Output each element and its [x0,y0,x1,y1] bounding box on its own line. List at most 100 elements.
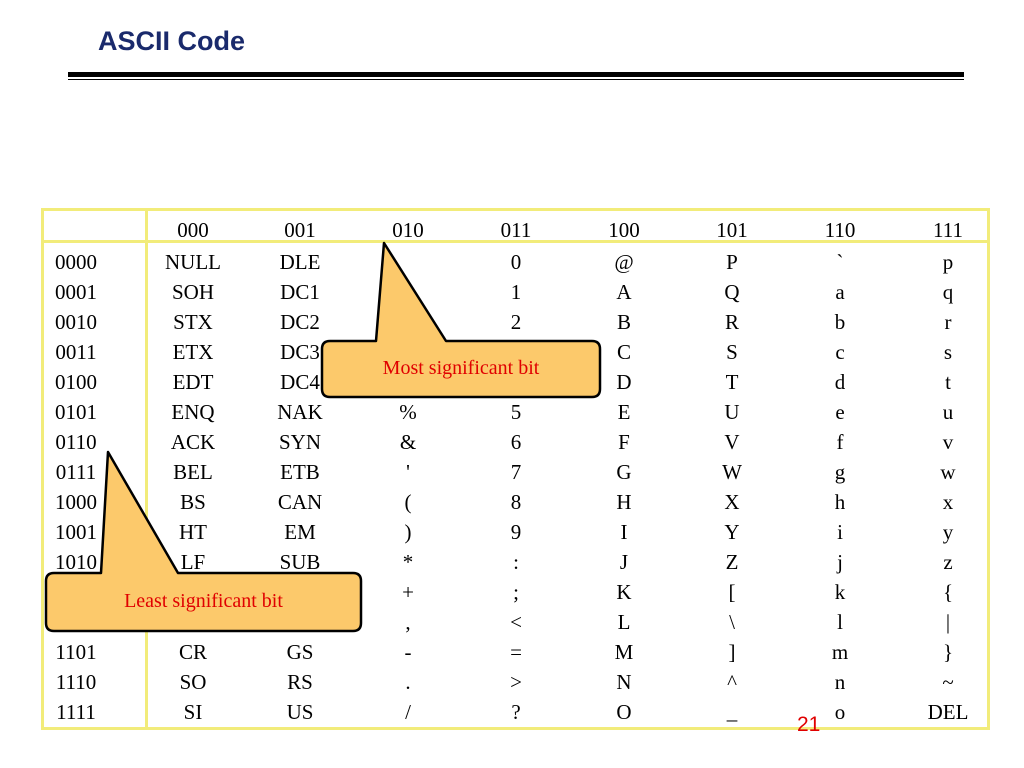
table-cell: FF [181,610,205,634]
table-cell: 2 [510,310,522,334]
table-cell: s [943,340,953,364]
table-cell: l [837,610,843,634]
table-cell: C [616,340,631,364]
table-cell: 8 [510,490,522,514]
table-row: 1011 VT ESC +; K [k { [44,577,987,607]
column-header: 010 [392,218,424,242]
table-cell: BEL [173,460,213,484]
row-header: 0010 [55,310,97,334]
table-cell: o [834,700,846,724]
table-cell: I [620,520,628,544]
table-cell: RS [287,670,313,694]
table-cell: ] [728,640,736,664]
table-cell: DC2 [280,310,320,334]
table-cell: G [616,460,632,484]
table-cell: DC1 [280,280,320,304]
table-row: 1100 FF FS, < L \ l | [44,607,987,637]
table-cell: + [402,580,414,604]
table-cell: g [834,460,846,484]
table-cell: 9 [510,520,522,544]
table-cell: y [942,520,954,544]
table-cell: b [834,310,846,334]
table-cell: e [835,400,845,424]
table-cell: Z [725,550,739,574]
table-cell: p [942,250,954,274]
table-row: 1111 SI US /? O _ o DEL [44,697,987,727]
column-header: 101 [716,218,748,242]
table-cell: t [945,370,951,394]
table-cell: } [942,640,954,664]
table-header-row: 000 001 010 011 100 101 110 111 [44,215,987,245]
row-header: 1101 [55,640,97,664]
row-header: 0100 [55,370,97,394]
table-cell: SOH [171,280,214,304]
table-cell: DEL [927,700,969,724]
table-cell: EM [284,520,316,544]
table-cell: SO [179,670,207,694]
table-cell: ACK [170,430,216,454]
table-cell: ETB [280,460,320,484]
table-cell: 7 [510,460,522,484]
table-cell: VT [179,580,207,604]
table-cell: BS [180,490,206,514]
table-cell: - [404,640,412,664]
table-cell [358,337,458,367]
table-row: 0000 NULL DLE 0 @ P ` p [44,247,987,277]
table-cell: @ [614,250,634,274]
column-header: 011 [500,218,532,242]
table-cell: N [616,670,632,694]
table-cell: 5 [510,400,522,424]
table-cell: R [724,310,739,334]
table-cell: NAK [277,400,323,424]
table-cell: SI [183,700,203,724]
table-cell: CAN [277,490,323,514]
table-cell: J [619,550,629,574]
table-cell: : [513,550,519,574]
table-cell: ESC [280,580,320,604]
table-cell: ENQ [171,400,215,424]
table-cell: US [286,700,314,724]
table-cell: n [834,670,846,694]
table-cell: B [616,310,631,334]
table-cell: * [402,550,414,574]
table-cell [358,277,458,307]
table-cell: ETX [172,340,214,364]
table-cell: 3 [510,340,522,364]
table-cell: q [942,280,954,304]
row-header: 0110 [55,430,97,454]
table-cell: _ [726,700,738,724]
table-cell: CR [178,640,207,664]
table-cell: \ [729,610,735,634]
row-header: 0001 [55,280,97,304]
table-cell: NULL [165,250,221,274]
row-header: 0111 [55,460,97,484]
table-cell: ; [513,580,519,604]
table-cell: u [942,400,954,424]
table-cell: E [617,400,631,424]
row-header: 1001 [55,520,97,544]
slide-title: ASCII Code [98,26,246,56]
table-cell: 6 [510,430,522,454]
table-cell: [ [728,580,736,604]
column-header: 000 [177,218,209,242]
table-row: 1101 CR GS - = M] m} [44,637,987,667]
table-cell: ' [406,460,410,484]
table-cell: ? [511,700,521,724]
table-cell: k [834,580,846,604]
table-cell [358,367,458,397]
table-cell: SUB [279,550,321,574]
row-header: 1000 [55,490,97,514]
row-header: 1111 [56,700,96,724]
ascii-table: 000 001 010 011 100 101 110 111 0000 NULL DLE 0 @ P ` p… [41,208,990,730]
page-number: 21 [797,713,821,736]
table-cell: HT [179,520,207,544]
table-cell: X [724,490,740,514]
table-cell: j [837,550,843,574]
table-cell: ~ [942,670,954,694]
table-cell: c [835,340,845,364]
table-cell: d [834,370,846,394]
table-cell: K [616,580,632,604]
